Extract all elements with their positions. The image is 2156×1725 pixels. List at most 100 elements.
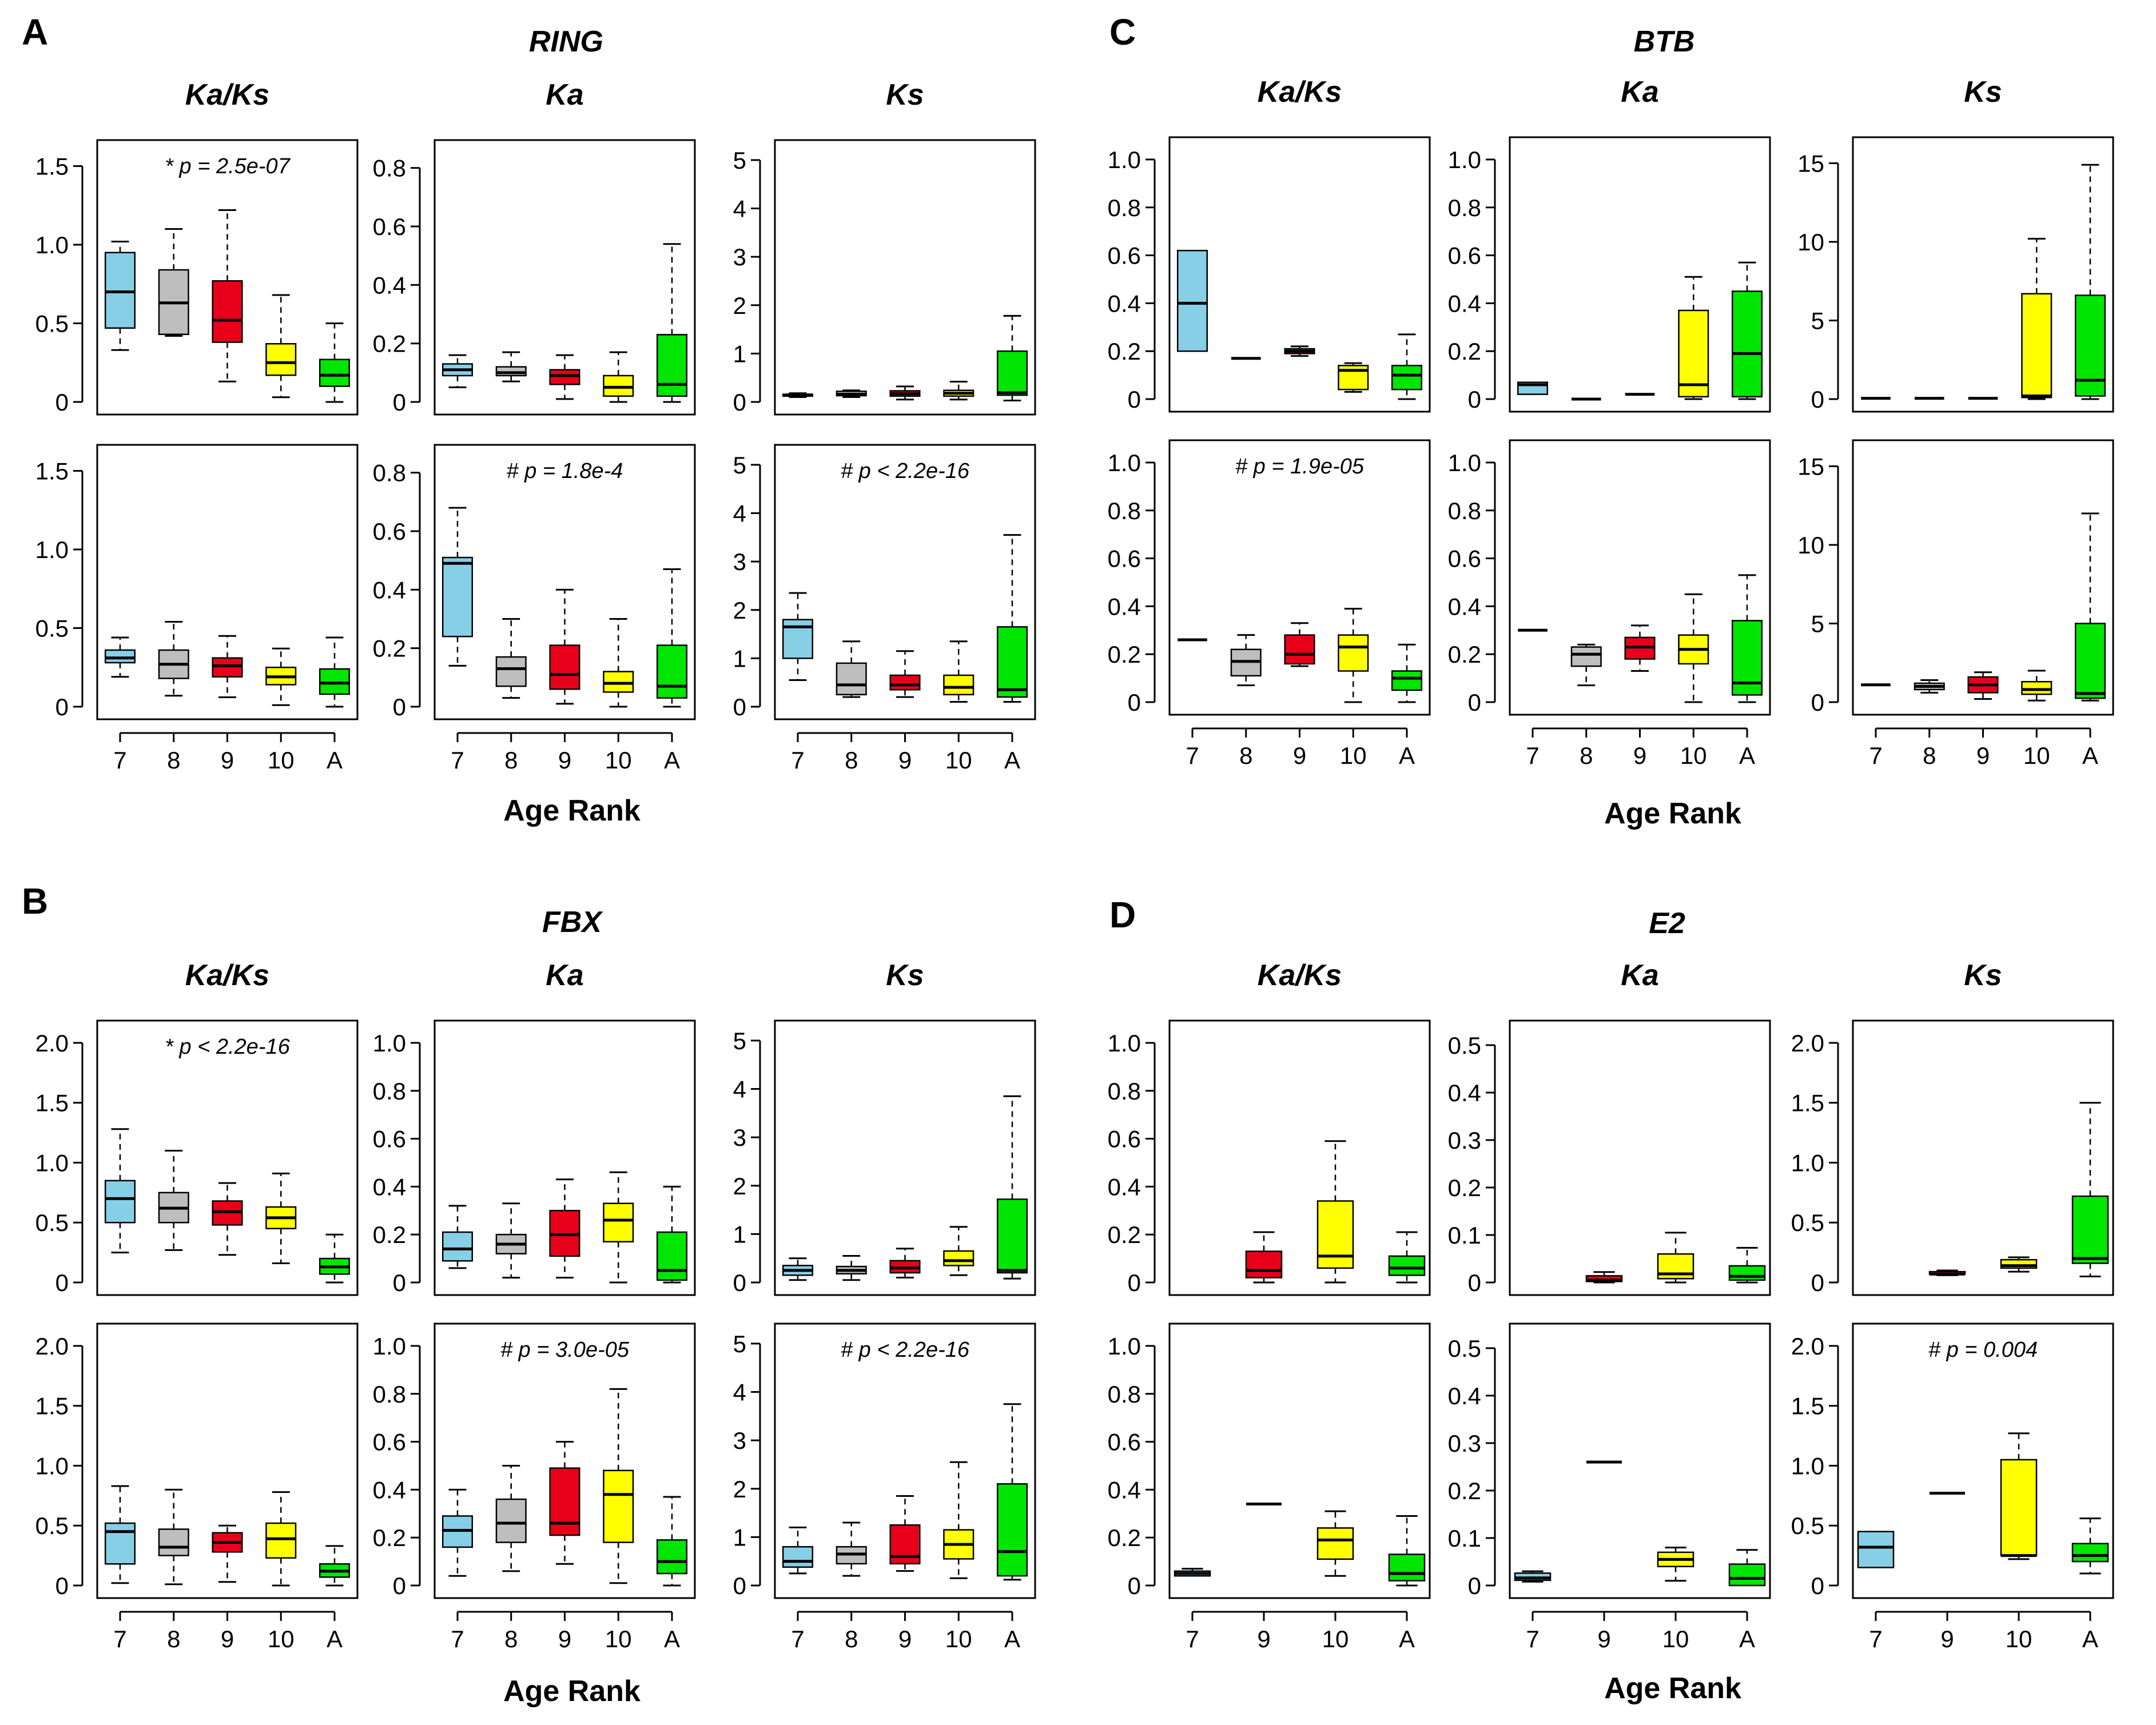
y-tick-label: 0 bbox=[1811, 689, 1824, 716]
family-title-BTB: BTB bbox=[1634, 25, 1695, 58]
box-7 bbox=[1176, 249, 1208, 352]
y-tick-label: 0.2 bbox=[1108, 1221, 1141, 1248]
y-tick-label: 1.5 bbox=[35, 1393, 69, 1420]
column-title: Ks bbox=[1964, 959, 2002, 992]
y-tick-label: 0.5 bbox=[1448, 1032, 1481, 1059]
box-iqr bbox=[265, 343, 297, 376]
plot-A-2-0: 0 0.5 1.0 1.5 7 8 9 10 A bbox=[35, 444, 359, 774]
y-tick-label: 1.0 bbox=[35, 232, 69, 258]
y-tick-label: 0.8 bbox=[373, 1381, 406, 1408]
x-tick-label: 9 bbox=[558, 1626, 571, 1652]
plot-frame bbox=[1509, 1322, 1771, 1599]
y-tick-label: 0.2 bbox=[1448, 641, 1481, 668]
y-tick-label: 0.2 bbox=[1448, 1174, 1481, 1201]
y-tick-label: 5 bbox=[733, 1330, 746, 1357]
column-title: Ka bbox=[546, 959, 583, 992]
box-8 bbox=[495, 1464, 527, 1572]
x-tick-label: 7 bbox=[1526, 742, 1539, 769]
y-tick-label: 1.0 bbox=[1108, 1030, 1141, 1057]
y-tick-label: 0.8 bbox=[373, 1078, 406, 1105]
box-10 bbox=[603, 1388, 634, 1584]
box-iqr bbox=[1391, 670, 1423, 691]
x-tick-label: 7 bbox=[791, 747, 804, 774]
y-tick-label: 0.4 bbox=[373, 1476, 406, 1503]
y-tick-label: 4 bbox=[733, 196, 746, 222]
x-tick-label: 10 bbox=[1662, 1626, 1689, 1652]
box-iqr bbox=[1728, 1563, 1766, 1587]
box-iqr bbox=[2021, 681, 2052, 695]
panel-B: B FBX Age Rank Ka/Ks 0 0.5 1.0 1.5 2.0 * p < 2.2e… bbox=[22, 881, 1036, 1708]
panel-letter-D: D bbox=[1109, 894, 1136, 935]
p-value-label: # p = 0.004 bbox=[1928, 1338, 2038, 1362]
box-A bbox=[656, 243, 688, 403]
box-iqr bbox=[1857, 1531, 1895, 1568]
box-9 bbox=[889, 1248, 921, 1279]
y-tick-label: 0.8 bbox=[1108, 497, 1141, 524]
y-tick-label: 0 bbox=[1128, 386, 1141, 413]
box-iqr bbox=[656, 1231, 688, 1281]
box-A bbox=[2074, 512, 2106, 702]
p-value-label: # p < 2.2e-16 bbox=[841, 1338, 970, 1362]
x-tick-label: 8 bbox=[504, 747, 518, 774]
x-tick-label: 10 bbox=[2023, 742, 2050, 769]
box-8 bbox=[158, 228, 189, 337]
plot-frame bbox=[1509, 136, 1771, 413]
box-9 bbox=[1284, 622, 1315, 667]
column-title: Ks bbox=[886, 959, 924, 992]
box-9 bbox=[212, 1524, 243, 1583]
y-tick-label: 3 bbox=[733, 244, 746, 270]
box-9 bbox=[1624, 624, 1656, 672]
plot-A-2-1: 0 0.2 0.4 0.6 0.8 # p = 1.8e-4 7 8 9 10 A bbox=[373, 444, 696, 774]
plot-frame bbox=[96, 1322, 359, 1599]
box-A bbox=[996, 1403, 1028, 1581]
x-tick-label: 7 bbox=[1869, 742, 1882, 769]
box-10 bbox=[265, 1172, 297, 1264]
y-tick-label: 0.8 bbox=[1108, 1078, 1141, 1105]
x-tick-label: 8 bbox=[1923, 742, 1936, 769]
x-tick-label: 9 bbox=[1976, 742, 1990, 769]
x-tick-label: 8 bbox=[845, 1626, 858, 1652]
plot-frame bbox=[774, 444, 1036, 720]
y-tick-label: 0.6 bbox=[373, 1126, 406, 1153]
y-tick-label: 0.6 bbox=[373, 213, 406, 240]
box-9 bbox=[212, 1182, 243, 1256]
y-tick-label: 0 bbox=[1468, 1269, 1481, 1296]
box-A bbox=[996, 534, 1028, 703]
y-tick-label: 0.5 bbox=[35, 615, 69, 642]
column-title: Ks bbox=[1964, 75, 2002, 109]
box-A bbox=[656, 568, 688, 708]
box-A bbox=[996, 1095, 1028, 1280]
box-7 bbox=[104, 241, 136, 351]
plot-C-1-1: 0 0.2 0.4 0.6 0.8 1.0 bbox=[1448, 136, 1771, 413]
plot-frame bbox=[433, 444, 696, 720]
x-tick-label: 9 bbox=[1597, 1626, 1610, 1652]
box-10 bbox=[265, 294, 297, 399]
x-tick-label: 9 bbox=[1293, 742, 1306, 769]
plot-D-1-1: 0 0.1 0.2 0.3 0.4 0.5 bbox=[1448, 1019, 1771, 1296]
family-title-E2: E2 bbox=[1649, 907, 1685, 940]
y-tick-label: 2.0 bbox=[1791, 1333, 1824, 1360]
y-tick-label: 0.2 bbox=[373, 330, 406, 357]
x-tick-label: A bbox=[664, 1626, 680, 1652]
box-iqr bbox=[782, 619, 814, 659]
box-10 bbox=[265, 1491, 297, 1587]
box-iqr bbox=[996, 1198, 1028, 1274]
box-10 bbox=[943, 640, 974, 703]
box-iqr bbox=[1316, 1200, 1354, 1269]
box-iqr bbox=[1245, 1250, 1283, 1278]
plot-frame bbox=[1852, 439, 2114, 716]
box-A bbox=[319, 636, 351, 708]
plot-frame bbox=[1168, 1322, 1431, 1599]
box-7 bbox=[1517, 381, 1549, 395]
box-7 bbox=[441, 354, 474, 388]
plot-frame bbox=[433, 1322, 696, 1599]
box-9 bbox=[1284, 345, 1315, 357]
x-tick-label: 7 bbox=[113, 747, 126, 774]
y-tick-label: 4 bbox=[733, 500, 746, 527]
box-iqr bbox=[996, 350, 1028, 396]
plot-frame bbox=[1509, 1019, 1771, 1296]
y-tick-label: 15 bbox=[1797, 453, 1824, 480]
column-title: Ka/Ks bbox=[1258, 959, 1342, 992]
plot-frame bbox=[1509, 439, 1771, 716]
plot-frame bbox=[1168, 1019, 1431, 1296]
